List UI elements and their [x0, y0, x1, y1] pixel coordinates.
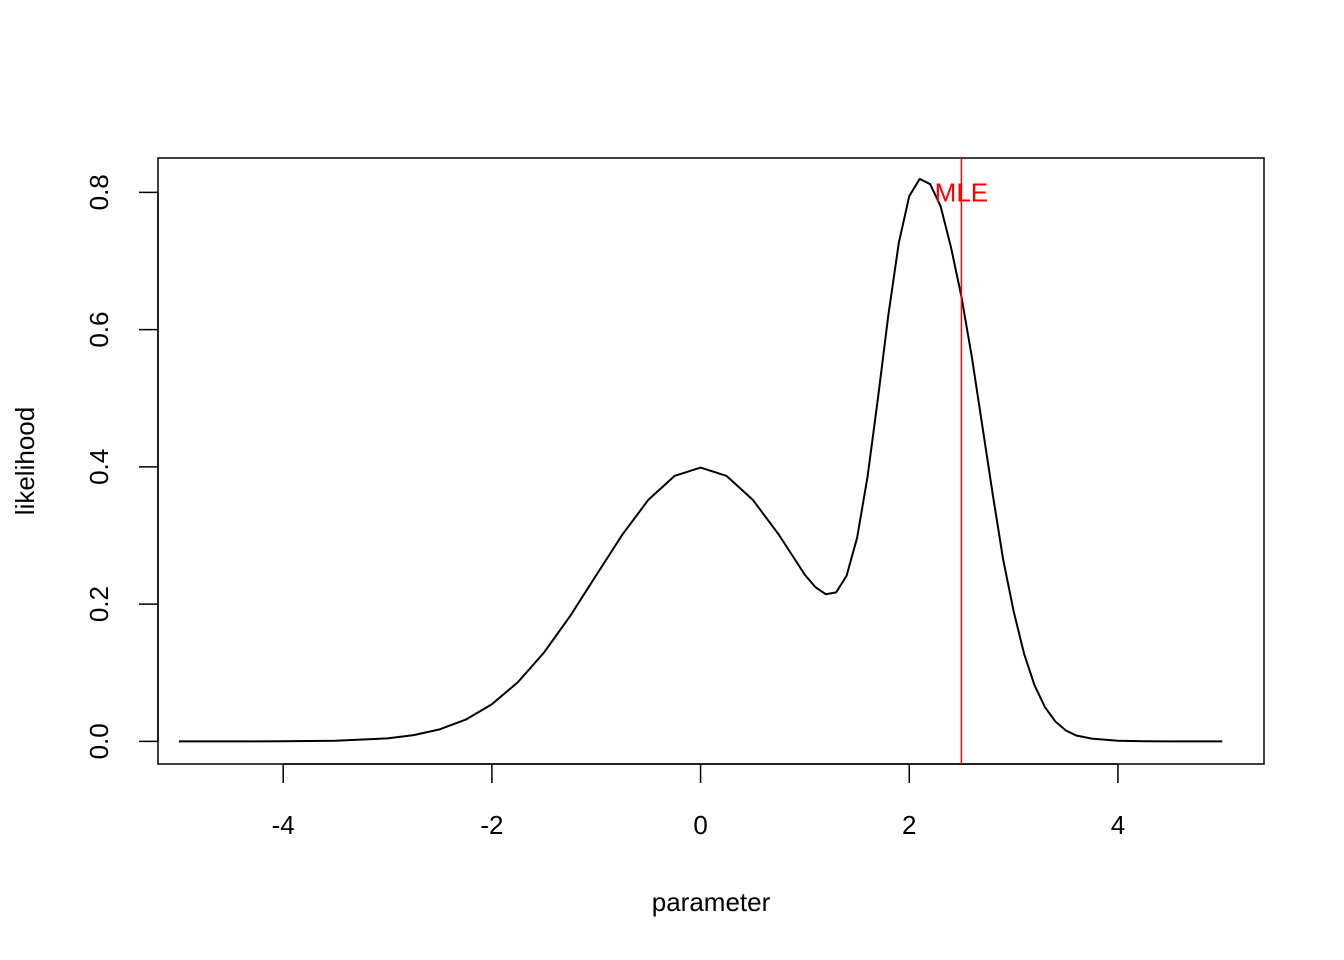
x-tick-label: -2 [480, 810, 503, 840]
x-tick-label: -4 [272, 810, 295, 840]
likelihood-curve [178, 177, 1223, 743]
y-tick-label: 0.0 [84, 723, 114, 759]
x-tick-label: 2 [902, 810, 916, 840]
y-tick-label: 0.2 [84, 586, 114, 622]
plot-area: MLE [178, 158, 1223, 764]
y-axis-label: likelihood [10, 407, 40, 515]
x-axis: -4 -2 0 2 4 [272, 763, 1125, 840]
y-tick-label: 0.4 [84, 449, 114, 485]
x-tick-label: 0 [693, 810, 707, 840]
y-tick-label: 0.8 [84, 174, 114, 210]
x-axis-label: parameter [652, 887, 771, 917]
mle-label: MLE [935, 177, 988, 207]
y-tick-label: 0.6 [84, 311, 114, 347]
y-axis: 0.0 0.2 0.4 0.6 0.8 [84, 174, 159, 759]
plot-frame [157, 157, 1265, 765]
x-tick-label: 4 [1111, 810, 1125, 840]
